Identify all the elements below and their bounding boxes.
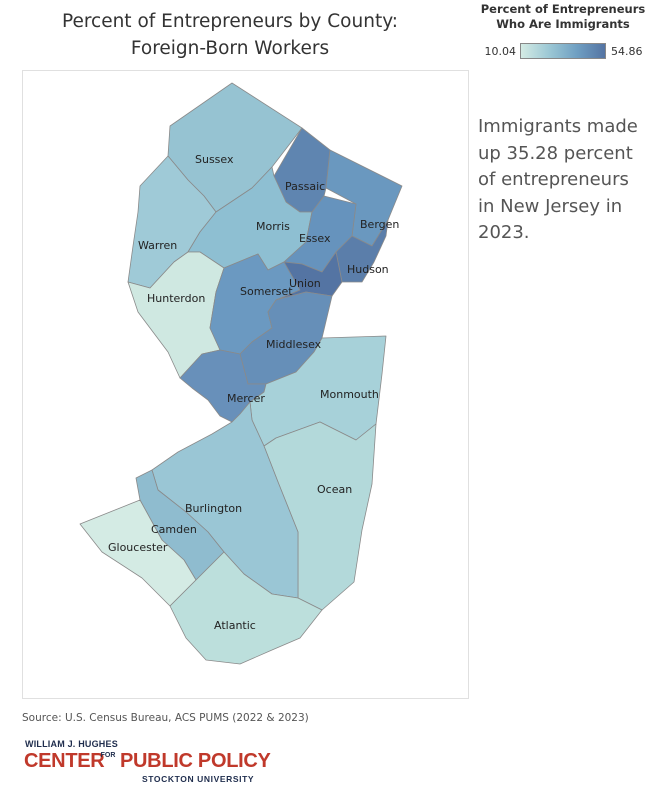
legend-title-line2: Who Are Immigrants <box>496 17 630 31</box>
legend-color-ramp[interactable] <box>520 43 606 59</box>
county-label-gloucester: Gloucester <box>108 541 168 554</box>
county-label-somerset: Somerset <box>240 285 293 298</box>
county-gloucester[interactable] <box>79 499 197 607</box>
county-label-hudson: Hudson <box>347 263 389 276</box>
map-title: Percent of Entrepreneurs by County: Fore… <box>30 8 430 62</box>
map-title-line1: Percent of Entrepreneurs by County: <box>61 11 399 32</box>
logo-top-text: WILLIAM J. HUGHES <box>25 739 118 749</box>
county-label-middlesex: Middlesex <box>266 338 322 351</box>
legend-title-line1: Percent of Entrepreneurs <box>480 2 646 16</box>
county-label-mercer: Mercer <box>227 392 265 405</box>
county-label-morris: Morris <box>256 220 290 233</box>
logo-center-text: CENTER <box>24 750 105 772</box>
legend-title: Percent of Entrepreneurs Who Are Immigra… <box>476 2 650 32</box>
county-label-essex: Essex <box>299 232 331 245</box>
logo-for-text: FOR <box>99 752 117 759</box>
county-label-union: Union <box>289 277 321 290</box>
county-label-hunterdon: Hunterdon <box>147 292 205 305</box>
county-label-bergen: Bergen <box>360 218 399 231</box>
county-label-camden: Camden <box>151 523 197 536</box>
map-title-line2: Foreign-Born Workers <box>130 38 330 59</box>
map-frame <box>22 70 469 699</box>
county-label-ocean: Ocean <box>317 483 352 496</box>
organization-logo[interactable]: WILLIAM J. HUGHES CENTER FOR PUBLIC POLI… <box>24 739 274 789</box>
county-label-passaic: Passaic <box>285 180 325 193</box>
logo-policy-text: PUBLIC POLICY <box>120 750 271 772</box>
county-label-atlantic: Atlantic <box>214 619 256 632</box>
logo-for-line: FOR <box>100 752 116 759</box>
county-label-sussex: Sussex <box>195 153 234 166</box>
county-union[interactable] <box>275 251 343 301</box>
county-label-burlington: Burlington <box>185 502 242 515</box>
summary-callout: Immigrants made up 35.28 percent of entr… <box>478 116 638 243</box>
logo-bottom-text: STOCKTON UNIVERSITY <box>142 774 255 784</box>
county-atlantic[interactable] <box>169 551 323 665</box>
county-label-warren: Warren <box>138 239 177 252</box>
legend-min-label: 10.04 <box>484 45 517 58</box>
source-note: Source: U.S. Census Bureau, ACS PUMS (20… <box>22 712 309 724</box>
county-label-monmouth: Monmouth <box>320 388 379 401</box>
legend-max-label: 54.86 <box>611 45 643 58</box>
